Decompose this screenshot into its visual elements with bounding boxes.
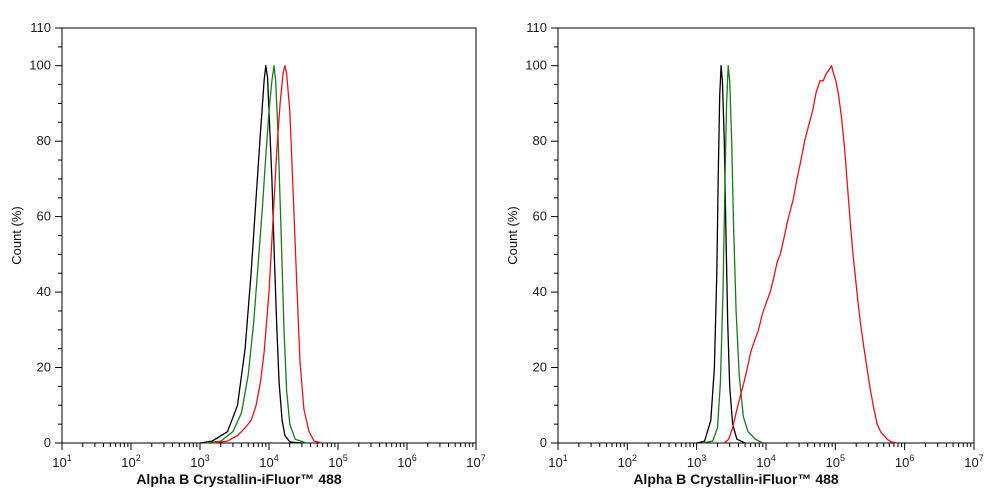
x-tick-base: 10 (466, 455, 480, 470)
histogram-line-green (702, 65, 764, 444)
x-tick-base: 10 (259, 455, 273, 470)
y-tick-label: 0 (540, 435, 547, 450)
histogram-line-red (723, 65, 899, 444)
x-tick-label: 103 (190, 453, 209, 470)
x-tick-label: 101 (52, 453, 71, 470)
y-tick-label: 40 (37, 284, 51, 299)
y-tick-label: 60 (37, 209, 51, 224)
x-tick-label: 101 (548, 453, 567, 470)
histogram-line-black (199, 65, 302, 444)
x-tick-base: 10 (756, 455, 770, 470)
y-tick-label: 0 (44, 435, 51, 450)
y-tick-label: 100 (29, 58, 51, 73)
x-tick-label: 102 (121, 453, 140, 470)
x-tick-base: 10 (548, 455, 562, 470)
x-tick-label: 105 (826, 453, 845, 470)
x-tick-base: 10 (121, 455, 135, 470)
x-tick-exponent: 4 (274, 453, 279, 463)
y-axis-title: Count (%) (9, 206, 24, 265)
x-tick-exponent: 6 (412, 453, 417, 463)
y-tick-label: 110 (526, 20, 547, 35)
x-tick-exponent: 1 (67, 453, 72, 463)
histogram-panel-left: 101 102 103 104 105 106 107020406080100110Alph… (9, 20, 486, 487)
plot-frame (557, 27, 975, 444)
y-tick-label: 40 (533, 284, 547, 299)
y-tick-label: 60 (533, 209, 547, 224)
histogram-line-red (212, 65, 323, 444)
x-tick-base: 10 (190, 455, 204, 470)
x-tick-label: 107 (964, 453, 983, 470)
x-tick-exponent: 3 (205, 453, 210, 463)
y-tick-label: 20 (37, 360, 51, 375)
histogram-line-green (205, 65, 307, 444)
x-tick-base: 10 (52, 455, 66, 470)
y-axis-title: Count (%) (505, 206, 520, 265)
histogram-panel-right: 101 102 103 104 105 106 107020406080100110Alph… (505, 20, 984, 487)
x-tick-base: 10 (826, 455, 840, 470)
x-tick-base: 10 (328, 455, 342, 470)
x-tick-base: 10 (397, 455, 411, 470)
y-tick-label: 110 (30, 20, 51, 35)
x-tick-label: 104 (259, 453, 278, 470)
x-tick-exponent: 5 (840, 453, 845, 463)
x-tick-exponent: 5 (343, 453, 348, 463)
x-tick-exponent: 7 (979, 453, 984, 463)
x-tick-label: 104 (756, 453, 775, 470)
y-tick-label: 80 (37, 133, 51, 148)
x-axis-title: Alpha B Crystallin-iFluor™ 488 (136, 471, 342, 487)
plot-frame (61, 27, 477, 444)
x-tick-label: 106 (895, 453, 914, 470)
y-tick-label: 80 (533, 133, 547, 148)
x-tick-exponent: 2 (632, 453, 637, 463)
x-tick-exponent: 4 (771, 453, 776, 463)
x-tick-base: 10 (895, 455, 909, 470)
x-axis-title: Alpha B Crystallin-iFluor™ 488 (633, 471, 839, 487)
x-tick-base: 10 (687, 455, 701, 470)
x-tick-label: 106 (397, 453, 416, 470)
x-tick-label: 102 (618, 453, 637, 470)
x-tick-exponent: 2 (136, 453, 141, 463)
histogram-line-black (696, 65, 746, 444)
y-tick-label: 20 (533, 360, 547, 375)
x-tick-label: 105 (328, 453, 347, 470)
x-tick-exponent: 7 (481, 453, 486, 463)
x-tick-label: 103 (687, 453, 706, 470)
x-tick-exponent: 3 (701, 453, 706, 463)
x-tick-base: 10 (618, 455, 632, 470)
x-tick-exponent: 1 (563, 453, 568, 463)
x-tick-exponent: 6 (909, 453, 914, 463)
x-tick-base: 10 (964, 455, 978, 470)
x-tick-label: 107 (466, 453, 485, 470)
y-tick-label: 100 (525, 58, 547, 73)
